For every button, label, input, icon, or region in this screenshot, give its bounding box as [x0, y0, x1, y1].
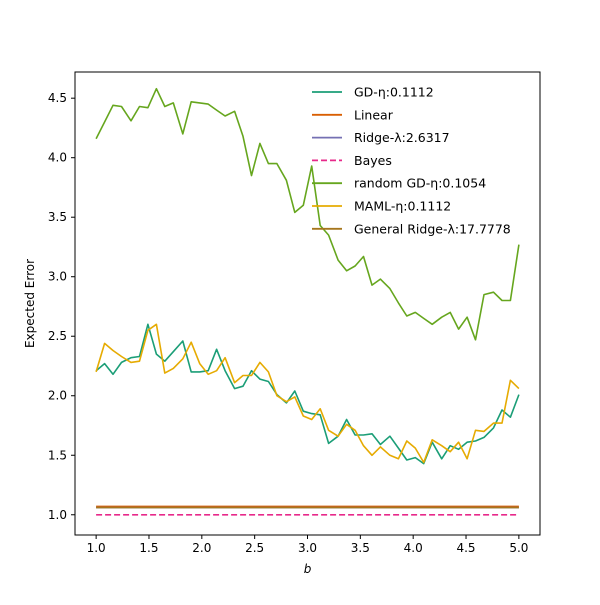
y-tick-label: 4.5: [48, 91, 67, 105]
y-tick-label: 2.0: [48, 389, 67, 403]
x-tick-label: 1.5: [139, 541, 158, 555]
x-tick-label: 5.0: [509, 541, 528, 555]
y-tick-label: 3.5: [48, 210, 67, 224]
legend-label: Linear: [354, 107, 394, 122]
legend: GD-η:0.1112 Linear Ridge-λ:2.6317 Bayes rand…: [312, 85, 511, 236]
legend-label: Bayes: [354, 153, 392, 168]
x-tick-label: 3.0: [298, 541, 317, 555]
y-tick-label: 4.0: [48, 151, 67, 165]
y-axis-label: Expected Error: [23, 259, 37, 348]
legend-label: General Ridge-λ:17.7778: [354, 221, 511, 236]
legend-label: GD-η:0.1112: [354, 85, 434, 100]
x-axis-label: b: [304, 562, 312, 576]
legend-label: Ridge-λ:2.6317: [354, 130, 450, 145]
x-axis: 1.0 1.5 2.0 2.5 3.0 3.5 4.0 4.5 5.0: [87, 535, 528, 555]
series-line-4: [95, 87, 520, 341]
series-layer: [95, 87, 520, 516]
series-line-5: [95, 323, 520, 464]
x-tick-label: 4.5: [456, 541, 475, 555]
x-tick-label: 2.0: [192, 541, 211, 555]
y-axis: 1.0 1.5 2.0 2.5 3.0 3.5 4.0 4.5: [48, 91, 75, 522]
x-tick-label: 4.0: [404, 541, 423, 555]
x-tick-label: 3.5: [351, 541, 370, 555]
y-tick-label: 1.5: [48, 448, 67, 462]
y-tick-label: 1.0: [48, 508, 67, 522]
x-tick-label: 1.0: [87, 541, 106, 555]
x-tick-label: 2.5: [245, 541, 264, 555]
legend-label: random GD-η:0.1054: [354, 176, 486, 191]
legend-label: MAML-η:0.1112: [354, 199, 451, 214]
series-line-0: [95, 323, 520, 465]
y-tick-label: 2.5: [48, 329, 67, 343]
y-tick-label: 3.0: [48, 270, 67, 284]
